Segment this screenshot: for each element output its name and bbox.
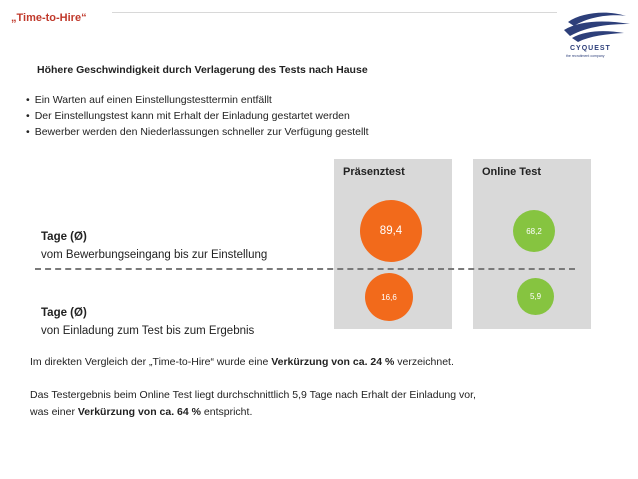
dashed-divider (35, 268, 575, 270)
result-paragraph: Das Testergebnis beim Online Test liegt … (30, 387, 476, 421)
paragraph-highlight: Verkürzung von ca. 64 % (77, 406, 201, 418)
logo-tagline: the recruitment company (566, 54, 605, 58)
bullet-item: Der Einstellungstest kann mit Erhalt der… (26, 108, 369, 124)
paragraph-text: entspricht. (201, 406, 253, 418)
paragraph-text: Im direkten Vergleich der „Time-to-Hire“… (30, 356, 272, 368)
row-label-time-to-hire: Tage (Ø) vom Bewerbungseingang bis zur E… (41, 228, 267, 264)
paragraph-text: verzeichnet. (394, 356, 454, 368)
column-header-online-test: Online Test (482, 166, 542, 178)
page-title: „Time-to-Hire“ (11, 12, 87, 24)
paragraph-highlight: Verkürzung von ca. 24 % (271, 356, 395, 368)
logo-wordmark: CYQUEST (570, 45, 611, 52)
company-logo: CYQUEST the recruitment company (560, 8, 634, 60)
bubble-praesenz-result-days: 16,6 (365, 273, 413, 321)
paragraph-text: was einer (30, 406, 78, 418)
row-label-invitation-to-result: Tage (Ø) von Einladung zum Test bis zum … (41, 304, 254, 340)
row-label-description: von Einladung zum Test bis zum Ergebnis (41, 325, 255, 337)
bubble-online-result-days: 5,9 (517, 278, 554, 315)
bullet-item: Bewerber werden den Niederlassungen schn… (26, 124, 369, 140)
bullet-text: Bewerber werden den Niederlassungen schn… (34, 126, 369, 138)
swoosh-logo-icon (564, 12, 630, 42)
row-label-title: Tage (Ø) (41, 231, 87, 243)
bullet-text: Der Einstellungstest kann mit Erhalt der… (34, 110, 350, 122)
paragraph-line: was einer Verkürzung von ca. 64 % entspr… (30, 404, 476, 421)
row-label-title: Tage (Ø) (41, 307, 87, 319)
bullet-list: Ein Warten auf einen Einstellungstestter… (26, 92, 369, 140)
paragraph-text: Das Testergebnis beim Online Test liegt … (30, 389, 476, 401)
title-divider (112, 12, 557, 13)
bubble-online-hire-days: 68,2 (513, 210, 555, 252)
bullet-text: Ein Warten auf einen Einstellungstestter… (34, 94, 272, 106)
row-label-description: vom Bewerbungseingang bis zur Einstellun… (41, 249, 268, 261)
comparison-paragraph: Im direkten Vergleich der „Time-to-Hire“… (30, 354, 454, 371)
bubble-praesenz-hire-days: 89,4 (360, 200, 422, 262)
slide-subtitle: Höhere Geschwindigkeit durch Verlagerung… (37, 64, 368, 76)
column-header-praesenztest: Präsenztest (343, 166, 405, 178)
bullet-item: Ein Warten auf einen Einstellungstestter… (26, 92, 369, 108)
